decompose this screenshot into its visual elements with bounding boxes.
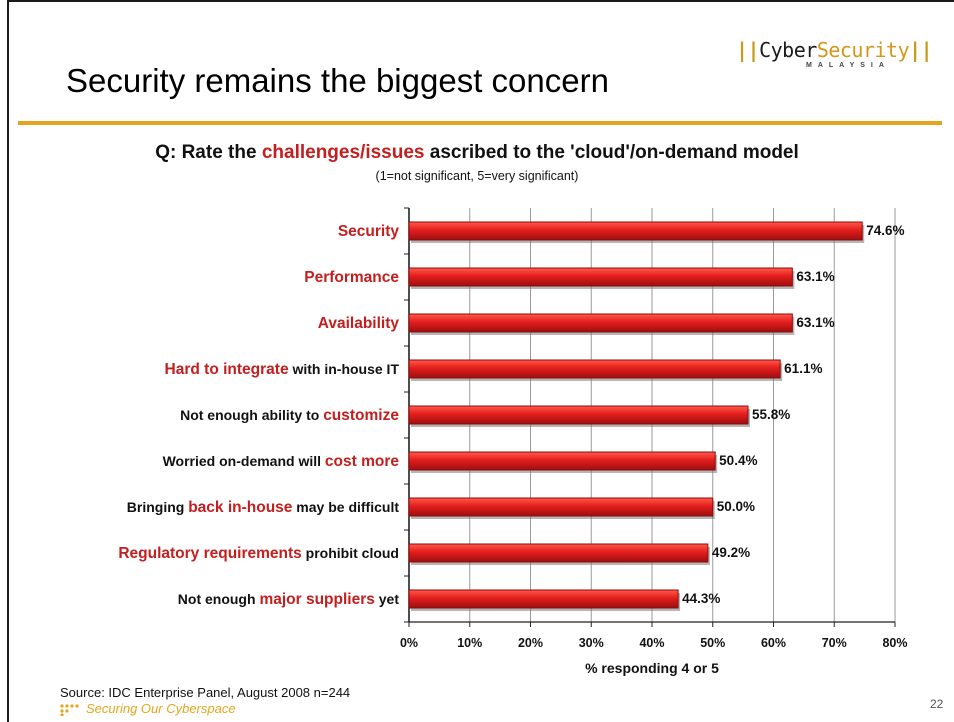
value-label: 50.4% bbox=[719, 453, 757, 468]
category-label: Worried on-demand will cost more bbox=[163, 453, 400, 470]
category-label: Security bbox=[338, 223, 400, 240]
scale-note: (1=not significant, 5=very significant) bbox=[375, 169, 579, 183]
bar bbox=[408, 221, 863, 241]
slide-frame-left bbox=[7, 0, 9, 722]
x-tick-label: 50% bbox=[700, 636, 725, 650]
value-label: 55.8% bbox=[752, 407, 790, 422]
source-note: Source: IDC Enterprise Panel, August 200… bbox=[60, 685, 351, 700]
footer-tagline: Securing Our Cyberspace bbox=[60, 701, 236, 716]
bar bbox=[408, 451, 716, 471]
question-suffix: ascribed to the 'cloud'/on-demand model bbox=[424, 142, 799, 163]
survey-question: Q: Rate the challenges/issues ascribed t… bbox=[0, 142, 954, 164]
logo-subtitle: MALAYSIA bbox=[806, 62, 890, 69]
cybersecurity-logo: ||CyberSecurity|| MALAYSIA bbox=[736, 38, 950, 70]
x-tick-label: 80% bbox=[882, 636, 907, 650]
value-label: 74.6% bbox=[866, 223, 904, 238]
logo-word-security: Security bbox=[816, 38, 910, 62]
bar-chart: Security Performance Availability Hard to i… bbox=[118, 207, 908, 676]
x-axis-title: % responding 4 or 5 bbox=[585, 660, 719, 676]
x-tick-label: 60% bbox=[761, 636, 786, 650]
slide-frame-top bbox=[7, 0, 954, 2]
x-axis-ticks: 0% 10% 20% 30% 40% 50% 60% 70% 80% bbox=[400, 622, 908, 650]
x-tick-label: 30% bbox=[579, 636, 604, 650]
bar bbox=[408, 589, 679, 609]
bar bbox=[408, 267, 793, 287]
x-tick-label: 40% bbox=[639, 636, 664, 650]
page-number: 22 bbox=[930, 697, 944, 711]
category-label: Regulatory requirements prohibit cloud bbox=[118, 545, 399, 562]
value-label: 50.0% bbox=[717, 499, 755, 514]
bars bbox=[408, 221, 865, 611]
category-label: Performance bbox=[304, 269, 399, 286]
bar bbox=[408, 497, 714, 517]
value-labels: 74.6% 63.1% 63.1% 61.1% 55.8% 50.4% 50.0% 49.2%… bbox=[682, 223, 904, 606]
logo-bars-right: || bbox=[909, 38, 933, 62]
category-labels: Security Performance Availability Hard to i… bbox=[118, 223, 399, 608]
x-tick-label: 10% bbox=[457, 636, 482, 650]
category-label: Not enough ability to customize bbox=[180, 407, 399, 424]
title-underline bbox=[18, 121, 942, 125]
value-label: 63.1% bbox=[796, 315, 834, 330]
bar bbox=[408, 405, 749, 425]
value-label: 49.2% bbox=[712, 545, 750, 560]
logo-bars: || bbox=[736, 38, 760, 62]
category-label: Bringing back in-house may be difficult bbox=[127, 499, 400, 516]
category-label: Not enough major suppliers yet bbox=[178, 591, 400, 608]
logo-word-cyber: Cyber bbox=[759, 38, 817, 62]
x-tick-label: 70% bbox=[822, 636, 847, 650]
value-label: 61.1% bbox=[784, 361, 822, 376]
bar bbox=[408, 543, 709, 563]
bar bbox=[408, 359, 781, 379]
bar bbox=[408, 313, 793, 333]
value-label: 44.3% bbox=[682, 591, 720, 606]
question-prefix: Q: Rate the bbox=[155, 142, 262, 163]
question-highlight: challenges/issues bbox=[261, 142, 425, 163]
category-label: Availability bbox=[318, 315, 400, 332]
value-label: 63.1% bbox=[796, 269, 834, 284]
footer-tagline-text: Securing Our Cyberspace bbox=[86, 701, 236, 716]
dots-logo-icon bbox=[60, 704, 79, 716]
category-label: Hard to integrate with in-house IT bbox=[165, 361, 400, 378]
x-tick-label: 20% bbox=[518, 636, 543, 650]
slide-title: Security remains the biggest concern bbox=[66, 62, 609, 99]
x-tick-label: 0% bbox=[400, 636, 418, 650]
